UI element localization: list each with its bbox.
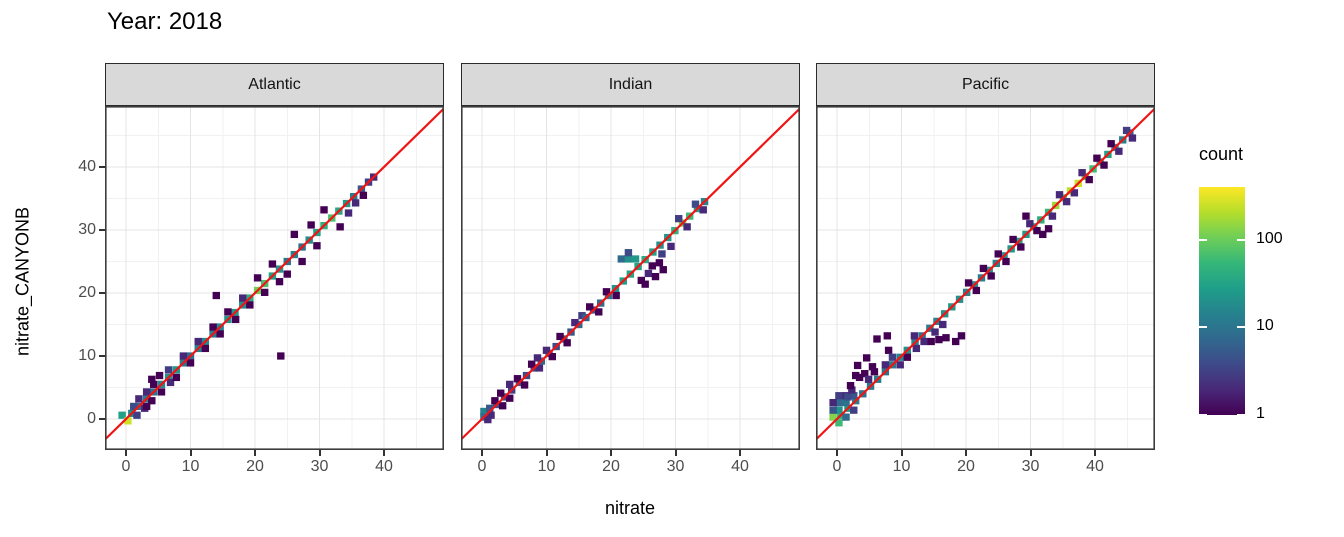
x-tick-mark — [481, 450, 483, 456]
legend-tick-label: 10 — [1256, 317, 1274, 335]
grid-major — [461, 106, 800, 450]
legend-tick-mark — [1237, 238, 1245, 241]
x-tick-label: 40 — [1086, 458, 1104, 475]
x-tick-mark — [739, 450, 741, 456]
panel-pacific — [816, 106, 1155, 450]
x-tick-label: 10 — [892, 458, 911, 475]
legend-tick-mark — [1199, 238, 1207, 241]
x-tick-mark — [610, 450, 612, 456]
panel-indian — [461, 106, 800, 450]
legend-title: count — [1199, 144, 1244, 164]
grid-major — [105, 106, 444, 450]
y-tick-mark — [99, 292, 105, 294]
legend-tick-mark — [1237, 414, 1245, 416]
x-tick-mark — [189, 450, 192, 456]
panel-atlantic — [105, 106, 444, 450]
y-tick-label: 30 — [78, 221, 96, 238]
x-tick-mark — [965, 450, 967, 456]
x-tick-label: 20 — [246, 458, 264, 475]
y-tick-label: 10 — [78, 347, 96, 364]
x-tick-label: 0 — [832, 458, 842, 475]
x-tick-label: 10 — [537, 458, 556, 475]
identity-reference-line — [816, 107, 1155, 441]
x-tick-label: 30 — [310, 458, 329, 475]
grid-minor — [461, 106, 800, 450]
y-tick-mark — [99, 355, 105, 357]
facet-strip-label: Indian — [608, 75, 653, 93]
facet-strip-label: Pacific — [961, 75, 1010, 93]
x-tick-label: 40 — [731, 458, 749, 475]
x-tick-mark — [674, 450, 677, 456]
x-tick-label: 20 — [957, 458, 975, 475]
facet-strip-atlantic: Atlantic — [105, 63, 444, 106]
facet-strip-pacific: Pacific — [816, 63, 1155, 106]
y-tick-mark — [99, 166, 105, 168]
legend-tick-label: 1 — [1256, 405, 1265, 422]
x-tick-mark — [125, 450, 127, 456]
x-tick-mark — [545, 450, 548, 456]
y-tick-mark — [99, 418, 105, 420]
identity-reference-line — [461, 107, 800, 441]
x-tick-label: 0 — [477, 458, 487, 475]
plot-title: Year: 2018 — [107, 8, 223, 35]
panel-border — [461, 106, 800, 450]
x-tick-mark — [254, 450, 256, 456]
x-tick-mark — [1094, 450, 1096, 456]
legend-tick-mark — [1199, 414, 1207, 416]
x-tick-mark — [836, 450, 838, 456]
y-tick-label: 0 — [87, 410, 96, 427]
x-tick-label: 40 — [375, 458, 393, 475]
x-tick-label: 20 — [602, 458, 620, 475]
y-tick-label: 20 — [78, 284, 96, 301]
x-tick-mark — [1029, 450, 1032, 456]
x-tick-mark — [383, 450, 385, 456]
x-tick-label: 30 — [1021, 458, 1040, 475]
x-tick-mark — [900, 450, 903, 456]
facet-strip-label: Atlantic — [248, 75, 301, 93]
y-axis-title: nitrate_CANYONB — [12, 206, 33, 357]
legend-tick-label: 100 — [1256, 229, 1283, 247]
identity-reference-line — [105, 107, 444, 441]
x-axis-title: nitrate — [604, 498, 656, 518]
legend-tick-mark — [1237, 326, 1245, 329]
facet-strip-indian: Indian — [461, 63, 800, 106]
y-tick-label: 40 — [78, 158, 96, 175]
legend-tick-mark — [1199, 326, 1207, 329]
legend-colorbar — [1199, 187, 1245, 415]
x-tick-label: 30 — [666, 458, 685, 475]
x-tick-label: 10 — [181, 458, 200, 475]
x-tick-mark — [318, 450, 321, 456]
y-tick-mark — [99, 229, 105, 231]
panel-border — [816, 106, 1155, 450]
x-tick-label: 0 — [121, 458, 131, 475]
grid-minor — [816, 106, 1155, 450]
panel-border — [105, 106, 444, 450]
